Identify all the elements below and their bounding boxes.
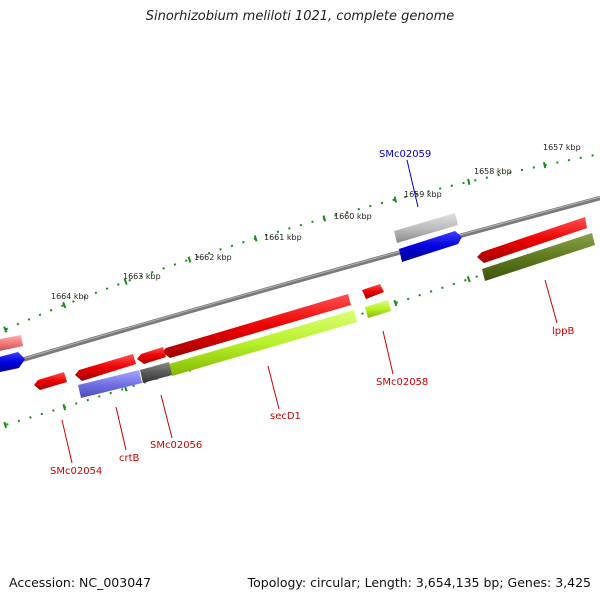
leader-line-SMc02056 (160, 394, 173, 439)
gene-block-lime-small[interactable] (365, 300, 391, 318)
topology-text: Topology: circular; Length: 3,654,135 bp… (247, 575, 591, 590)
gene-label-SMc02059: SMc02059 (379, 149, 431, 160)
gene-block-purple[interactable] (78, 370, 142, 398)
gene-label-secD1: secD1 (270, 411, 301, 422)
gene-arrow-crtB[interactable] (75, 354, 136, 381)
scale-tick-label: 1659 kbp (404, 190, 442, 199)
scale-major-tick (393, 299, 398, 307)
accession-text: Accession: NC_003047 (9, 575, 152, 590)
gene-arrow-blue-SMc02059[interactable] (399, 231, 462, 262)
gene-label-SMc02058: SMc02058 (376, 377, 428, 388)
gene-arrow-SMc02058[interactable] (362, 284, 384, 299)
gene-arrow-SMc02054[interactable] (34, 372, 67, 390)
leader-line-SMc02059 (406, 159, 419, 208)
scale-major-tick (62, 301, 67, 309)
gene-arrow-secD1[interactable] (162, 294, 351, 358)
gene-arrow-lppB[interactable] (477, 217, 587, 263)
gene-label-lppB: lppB (552, 326, 574, 337)
scale-tick-label: 1660 kbp (334, 212, 372, 221)
scale-tick-label: 1663 kbp (123, 272, 161, 281)
scale-major-tick (467, 178, 471, 185)
genome-backbone-highlight (0, 196, 600, 367)
scale-major-tick (466, 276, 471, 283)
gene-arrow-SMc02056[interactable] (137, 347, 166, 364)
scale-major-tick (123, 278, 128, 285)
gene-arrow-SMc02059[interactable] (394, 213, 458, 243)
map-title: Sinorhizobium meliloti 1021, complete ge… (145, 9, 455, 24)
leader-line-secD1 (267, 365, 280, 410)
scale-major-tick (393, 196, 398, 203)
scale-major-tick (62, 403, 67, 411)
gene-label-crtB: crtB (119, 453, 140, 464)
gene-label-SMc02054: SMc02054 (50, 466, 102, 477)
scale-major-tick (187, 256, 192, 263)
scale-major-tick (3, 421, 8, 429)
gene-arrow-blue-left[interactable] (0, 352, 25, 373)
gene-block-dark[interactable] (140, 362, 172, 383)
scale-tick-label: 1658 kbp (474, 167, 512, 176)
leader-line-SMc02054 (61, 419, 73, 464)
gene-block-lime-secD1[interactable] (169, 310, 357, 376)
scale-tick-label: 1657 kbp (543, 143, 581, 152)
scale-tick-label: 1661 kbp (264, 233, 302, 242)
scale-tick-label: 1664 kbp (51, 292, 89, 301)
gene-block-olive[interactable] (482, 233, 595, 281)
gene-label-SMc02056: SMc02056 (150, 440, 202, 451)
scale-major-tick (543, 162, 547, 169)
genome-backbone (0, 195, 600, 369)
scale-major-tick (322, 215, 327, 222)
gene-arrow-partial-left[interactable] (0, 335, 23, 352)
leader-line-lppB (544, 279, 558, 324)
scale-major-tick (253, 235, 258, 242)
scale-tick-label: 1662 kbp (194, 253, 232, 262)
scale-major-tick (3, 326, 8, 333)
leader-line-SMc02058 (382, 330, 394, 375)
leader-line-crtB (115, 406, 127, 451)
